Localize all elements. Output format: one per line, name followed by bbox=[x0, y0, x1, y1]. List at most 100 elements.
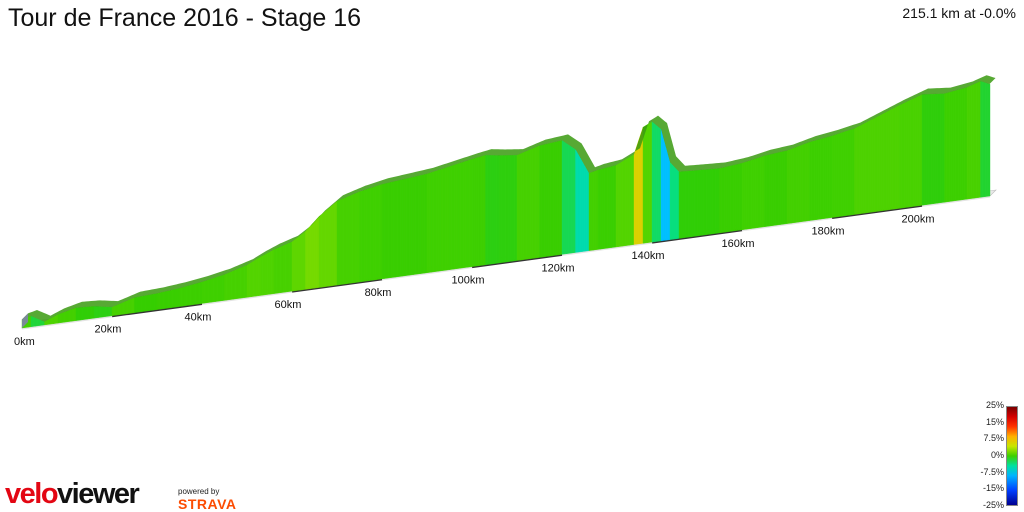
profile-segment bbox=[528, 149, 531, 260]
profile-segment bbox=[321, 212, 324, 288]
profile-segment bbox=[948, 91, 952, 202]
strava-logo: STRAVA bbox=[178, 496, 237, 512]
profile-segment bbox=[201, 280, 205, 304]
profile-segment bbox=[422, 174, 425, 274]
profile-segment bbox=[672, 164, 675, 240]
profile-segment bbox=[510, 155, 513, 262]
profile-segment bbox=[804, 142, 808, 222]
profile-segment bbox=[289, 241, 293, 292]
profile-segment bbox=[573, 147, 576, 254]
profile-segment bbox=[330, 204, 333, 287]
profile-segment bbox=[969, 84, 972, 200]
profile-segment bbox=[408, 177, 412, 276]
profile-segment bbox=[298, 234, 302, 291]
profile-segment bbox=[102, 306, 106, 318]
profile-segment bbox=[368, 187, 371, 281]
elevation-area bbox=[21, 80, 991, 329]
profile-segment bbox=[390, 181, 394, 278]
profile-segment bbox=[800, 144, 803, 223]
profile-segment bbox=[442, 167, 446, 271]
profile-segment bbox=[350, 194, 353, 284]
profile-segment bbox=[971, 83, 974, 199]
profile-segment bbox=[91, 306, 95, 319]
profile-segment bbox=[678, 171, 682, 239]
profile-segment bbox=[217, 275, 221, 302]
profile-segment bbox=[195, 282, 198, 305]
profile-segment bbox=[152, 293, 155, 311]
profile-segment bbox=[219, 275, 223, 302]
profile-segment bbox=[757, 156, 761, 228]
profile-segment bbox=[579, 156, 583, 253]
profile-segment bbox=[415, 175, 419, 275]
profile-segment bbox=[269, 250, 272, 295]
profile-segment bbox=[696, 169, 700, 237]
profile-segment bbox=[280, 245, 284, 293]
profile-segment bbox=[343, 197, 347, 285]
gradient-legend-label: 7.5% bbox=[983, 433, 1004, 444]
profile-segment bbox=[881, 112, 884, 212]
profile-segment bbox=[534, 146, 538, 259]
profile-segment bbox=[341, 198, 344, 285]
profile-segment bbox=[699, 169, 702, 236]
profile-segment bbox=[611, 165, 614, 248]
profile-segment bbox=[84, 306, 88, 320]
profile-segment bbox=[890, 108, 893, 210]
profile-segment bbox=[294, 237, 297, 292]
profile-segment bbox=[242, 265, 245, 299]
profile-segment bbox=[260, 255, 263, 296]
profile-segment bbox=[539, 144, 542, 258]
profile-segment bbox=[334, 200, 338, 286]
profile-segment bbox=[381, 183, 385, 280]
profile-segment bbox=[30, 315, 34, 328]
powered-by-label: powered by bbox=[178, 487, 220, 496]
profile-segment bbox=[843, 131, 846, 217]
profile-segment bbox=[215, 276, 218, 302]
profile-segment bbox=[813, 139, 817, 221]
profile-segment bbox=[714, 168, 718, 234]
x-tick-label: 0km bbox=[14, 336, 35, 348]
profile-segment bbox=[411, 176, 414, 276]
profile-segment bbox=[222, 274, 225, 301]
profile-segment bbox=[141, 295, 144, 312]
profile-segment bbox=[307, 225, 311, 290]
profile-segment bbox=[728, 165, 731, 232]
profile-segment bbox=[93, 306, 97, 319]
profile-segment bbox=[766, 154, 770, 227]
profile-segment bbox=[417, 175, 421, 275]
profile-segment bbox=[39, 319, 43, 326]
profile-segment bbox=[397, 179, 401, 277]
profile-segment bbox=[708, 168, 711, 235]
profile-segment bbox=[732, 164, 736, 232]
profile-segment bbox=[737, 163, 740, 231]
profile-segment bbox=[258, 256, 261, 297]
profile-segment bbox=[604, 167, 608, 249]
profile-segment bbox=[912, 97, 916, 207]
profile-segment bbox=[264, 252, 268, 296]
profile-segment bbox=[586, 168, 590, 252]
profile-segment bbox=[858, 124, 862, 215]
profile-segment bbox=[658, 126, 662, 242]
profile-segment bbox=[514, 154, 518, 262]
profile-segment bbox=[181, 286, 185, 307]
profile-segment bbox=[669, 161, 673, 240]
profile-segment bbox=[305, 228, 308, 290]
profile-segment bbox=[597, 169, 601, 250]
profile-segment bbox=[984, 82, 988, 197]
profile-segment bbox=[712, 168, 716, 235]
profile-segment bbox=[125, 300, 128, 315]
profile-segment bbox=[276, 247, 279, 294]
x-tick-label: 80km bbox=[365, 287, 392, 299]
profile-segment bbox=[921, 94, 925, 206]
profile-segment bbox=[57, 313, 61, 324]
profile-segment bbox=[649, 121, 653, 243]
profile-segment bbox=[154, 293, 158, 311]
profile-segment bbox=[197, 282, 200, 305]
profile-segment bbox=[159, 292, 162, 310]
profile-segment bbox=[208, 278, 212, 303]
profile-segment bbox=[332, 202, 335, 286]
profile-segment bbox=[66, 309, 70, 323]
profile-segment bbox=[78, 307, 81, 321]
profile-segment bbox=[795, 146, 799, 223]
profile-segment bbox=[633, 147, 637, 245]
profile-segment bbox=[516, 153, 520, 261]
